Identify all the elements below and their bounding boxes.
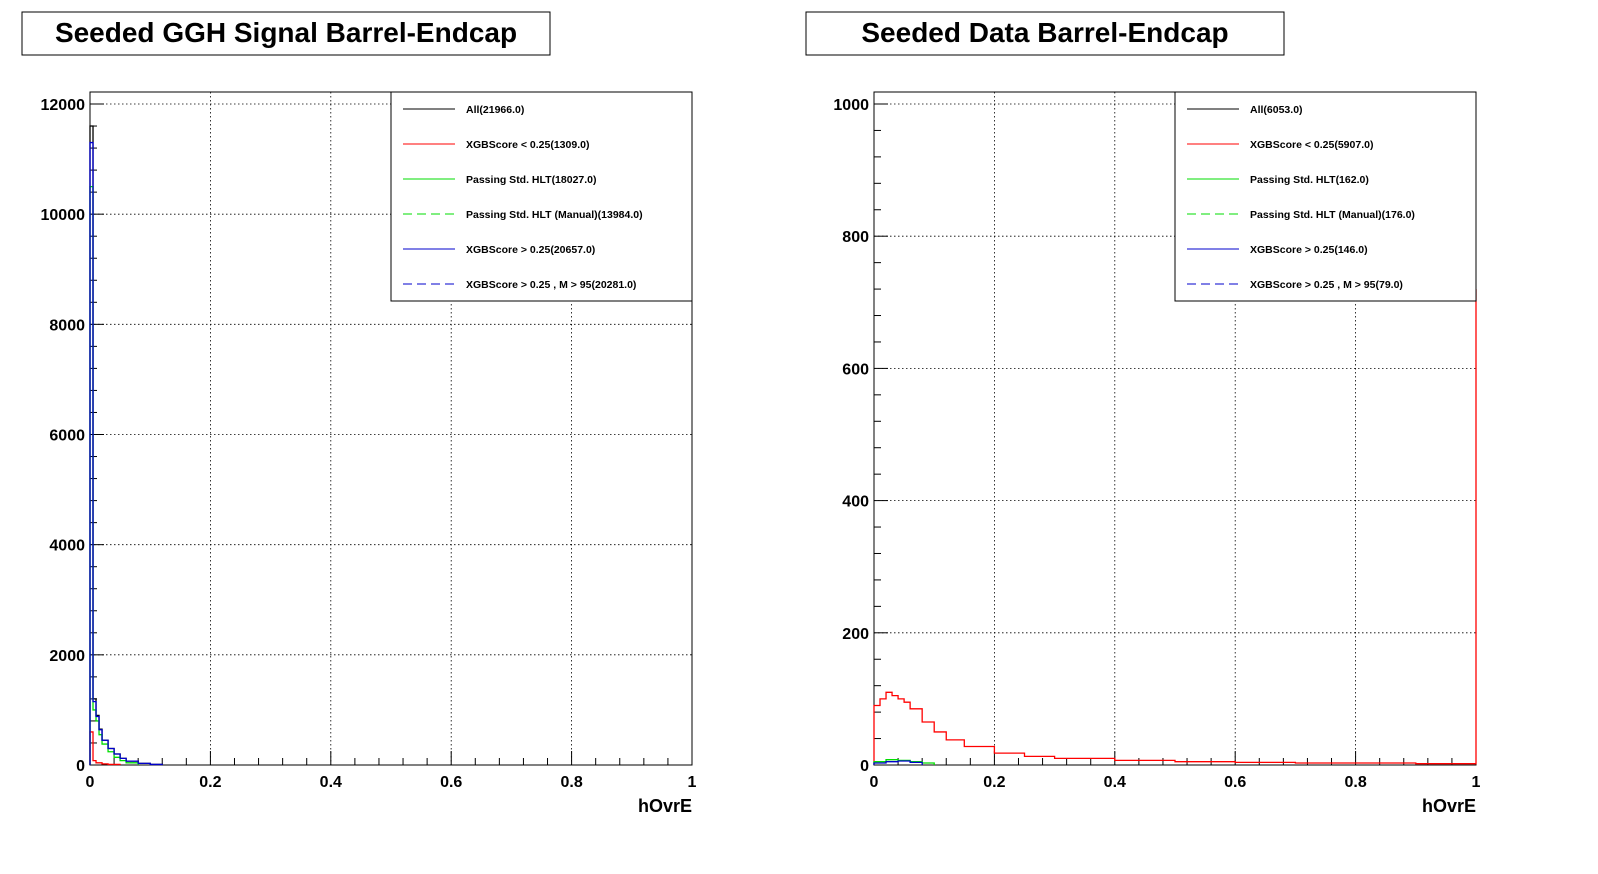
x-tick-label: 0.6	[1224, 774, 1246, 791]
x-tick-label: 0.2	[199, 774, 221, 791]
title-box	[805, 11, 1285, 56]
x-tick-label: 1	[688, 774, 697, 791]
x-axis-label: hOvrE	[1422, 796, 1476, 816]
y-tick-label: 4000	[49, 538, 85, 555]
y-tick-label: 10000	[41, 207, 86, 224]
histogram-series-1	[873, 759, 935, 765]
histogram-series-1	[89, 731, 121, 766]
histogram-series-2	[873, 760, 923, 765]
legend-label: All(21966.0)	[466, 104, 524, 116]
x-tick-label: 0.8	[560, 774, 582, 791]
y-tick-label: 800	[842, 229, 869, 246]
y-tick-label: 12000	[41, 97, 86, 114]
legend-box	[390, 91, 693, 302]
chart-title: Seeded GGH Signal Barrel-Endcap	[55, 17, 517, 48]
legend-label: Passing Std. HLT (Manual)(13984.0)	[466, 209, 643, 221]
y-tick-label: 8000	[49, 317, 85, 334]
y-tick-label: 1000	[833, 97, 869, 114]
legend: All(21966.0) XGBScore < 0.25(1309.0) Passi…	[390, 91, 693, 302]
x-tick-label: 0	[870, 774, 879, 791]
legend-label: XGBScore < 0.25(5907.0)	[1250, 139, 1373, 151]
y-tick-label: 400	[842, 494, 869, 511]
x-tick-label: 0.4	[320, 774, 342, 791]
x-tick-label: 0	[86, 774, 95, 791]
legend-label: Passing Std. HLT(18027.0)	[466, 174, 597, 186]
histogram-series-0	[873, 289, 1477, 765]
panel-data: Seeded Data Barrel-Endcap 0 0.2 0.4 0.6 0.8 1…	[805, 11, 1481, 816]
x-tick-label: 0.8	[1344, 774, 1366, 791]
histogram-series-3	[89, 141, 163, 766]
y-tick-label: 0	[860, 758, 869, 775]
x-tick-label: 0.6	[440, 774, 462, 791]
y-tick-label: 200	[842, 626, 869, 643]
y-tick-label: 0	[76, 758, 85, 775]
x-tick-label: 1	[1472, 774, 1481, 791]
legend-label: Passing Std. HLT (Manual)(176.0)	[1250, 209, 1415, 221]
legend-label: Passing Std. HLT(162.0)	[1250, 174, 1369, 186]
legend-label: XGBScore > 0.25 , M > 95(79.0)	[1250, 279, 1403, 291]
y-tick-label: 600	[842, 361, 869, 378]
legend-label: XGBScore > 0.25 , M > 95(20281.0)	[466, 279, 636, 291]
legend: All(6053.0) XGBScore < 0.25(5907.0) Passin…	[1174, 91, 1477, 302]
x-tick-label: 0.4	[1104, 774, 1126, 791]
legend-box	[1174, 91, 1477, 302]
legend-label: All(6053.0)	[1250, 104, 1303, 116]
x-axis-label: hOvrE	[638, 796, 692, 816]
legend-label: XGBScore < 0.25(1309.0)	[466, 139, 589, 151]
x-tick-label: 0.2	[983, 774, 1005, 791]
title-box	[21, 11, 551, 56]
y-tick-label: 6000	[49, 428, 85, 445]
chart-title: Seeded Data Barrel-Endcap	[861, 17, 1228, 48]
legend-label: XGBScore > 0.25(20657.0)	[466, 244, 595, 256]
panel-signal: Seeded GGH Signal Barrel-Endcap 0 0.2 0.4 0…	[21, 11, 697, 816]
histogram-series-2	[89, 185, 139, 765]
legend-label: XGBScore > 0.25(146.0)	[1250, 244, 1368, 256]
y-tick-label: 2000	[49, 648, 85, 665]
